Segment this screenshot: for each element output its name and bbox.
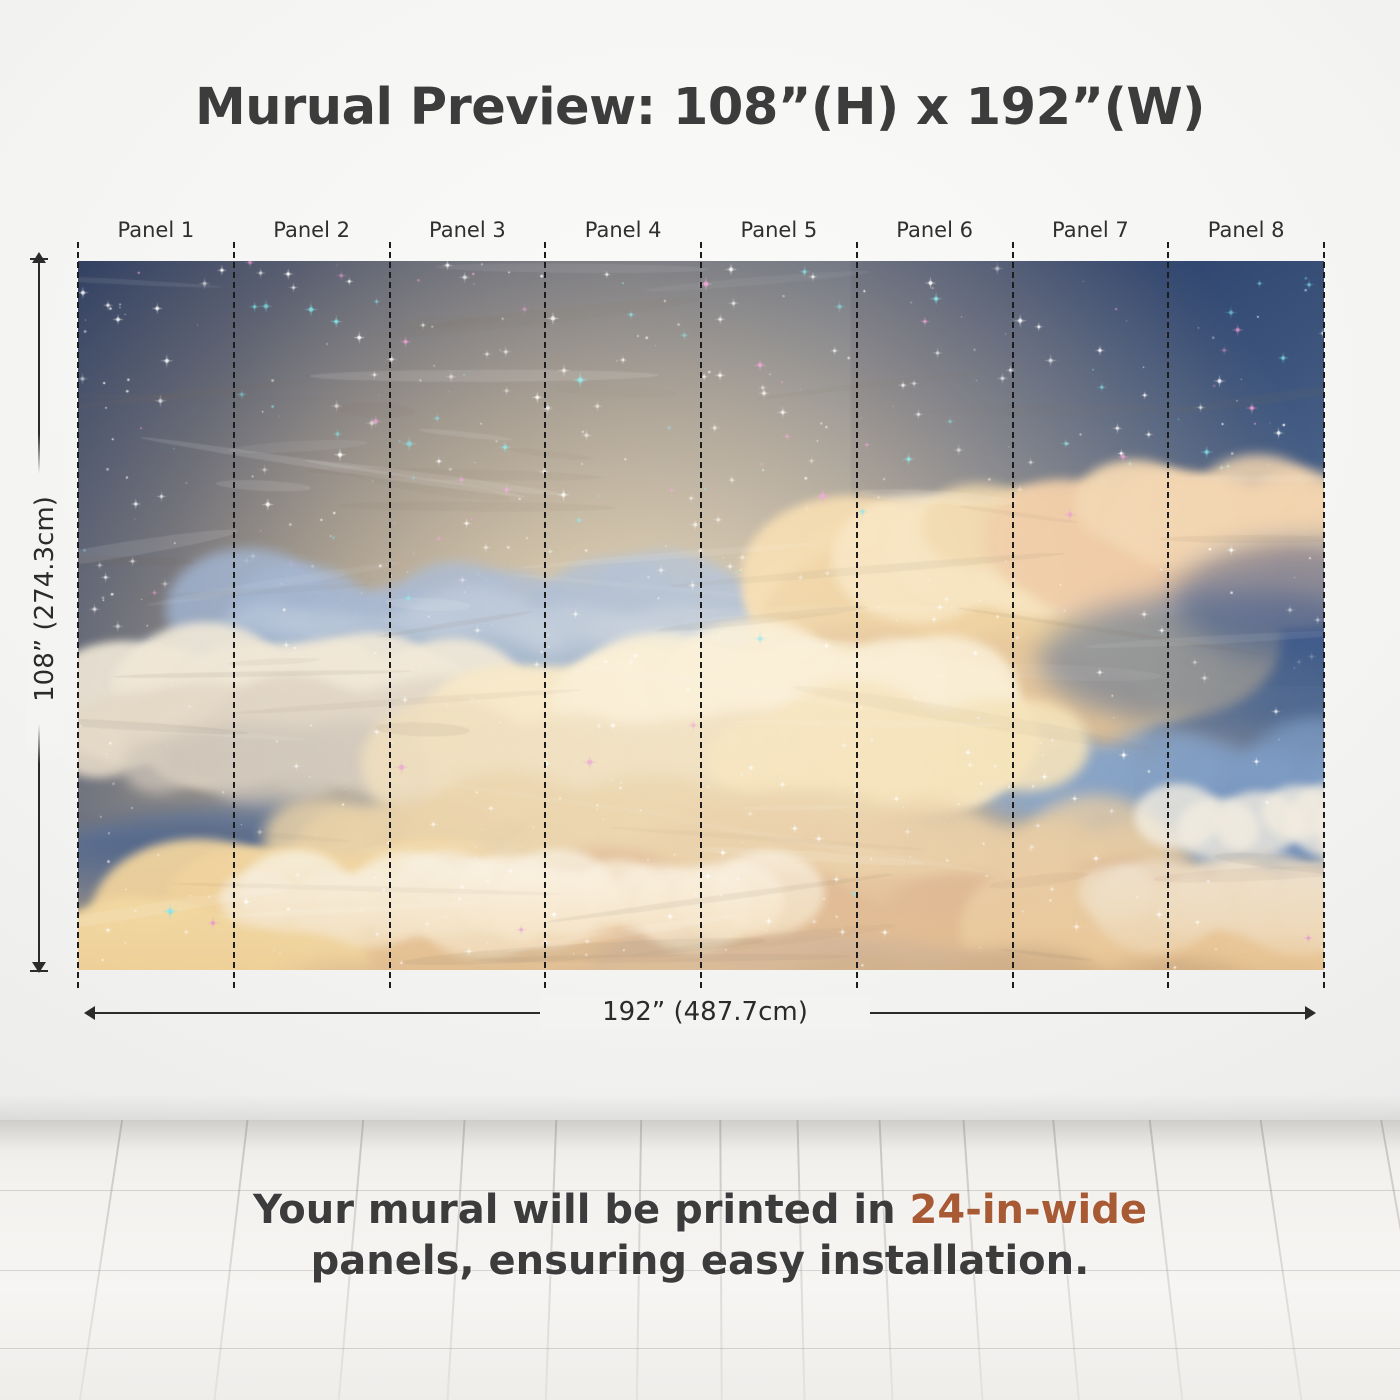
floor-background [0, 1120, 1400, 1400]
height-tick-bottom [30, 970, 48, 972]
width-dimension-label: 192” (487.7cm) [540, 995, 870, 1029]
caption-line-1: Your mural will be printed in 24-in-wide [0, 1185, 1400, 1236]
panel-label-8: Panel 8 [1207, 218, 1285, 242]
floor-shadow [0, 1120, 1400, 1150]
width-arrow-left-icon [84, 1006, 95, 1020]
floor-seam-0 [0, 1190, 1400, 1191]
height-dimension-label: 108” (274.3cm) [26, 434, 64, 764]
height-tick-top [30, 258, 48, 260]
panel-separator-6 [1011, 242, 1014, 988]
panel-separator-8 [1323, 242, 1325, 988]
page-title: Murual Preview: 108”(H) x 192”(W) [195, 78, 1205, 137]
panel-separator-1 [232, 242, 235, 988]
panel-separator-2 [388, 242, 391, 988]
width-arrow-right-icon [1305, 1006, 1316, 1020]
panel-label-5: Panel 5 [740, 218, 818, 242]
panel-label-6: Panel 6 [896, 218, 973, 242]
panel-label-2: Panel 2 [273, 218, 350, 242]
panel-label-7: Panel 7 [1052, 218, 1129, 242]
panel-label-3: Panel 3 [429, 218, 506, 242]
caption: Your mural will be printed in 24-in-wide… [0, 1185, 1400, 1287]
caption-line-1-text: Your mural will be printed in [252, 1187, 910, 1233]
height-arrow-bottom-icon [32, 962, 46, 973]
panel-separator-7 [1167, 242, 1170, 988]
panel-separator-4 [700, 242, 702, 988]
panel-separator-0 [77, 242, 79, 988]
panel-separator-3 [544, 242, 547, 988]
floor-seam-2 [0, 1348, 1400, 1349]
panel-separator-5 [855, 242, 858, 988]
panel-label-4: Panel 4 [584, 218, 662, 242]
floor-seam-1 [0, 1270, 1400, 1271]
caption-highlight: 24-in-wide [909, 1187, 1148, 1233]
panel-label-1: Panel 1 [117, 218, 195, 242]
height-arrow-top-icon [32, 252, 46, 263]
caption-line-2: panels, ensuring easy installation. [310, 1238, 1090, 1285]
